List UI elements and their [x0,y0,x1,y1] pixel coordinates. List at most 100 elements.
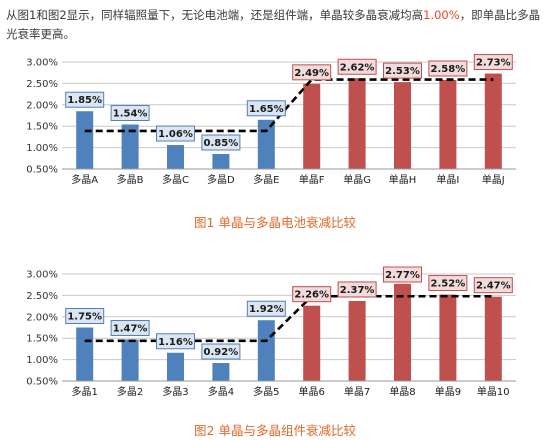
figure1-caption: 图1 单晶与多晶电池衰减比较 [194,215,356,230]
data-label: 1.85% [67,95,102,106]
x-tick-label: 多晶4 [208,385,234,398]
bar [76,111,94,169]
x-tick-label: 单晶10 [477,386,510,398]
data-label-box [292,64,332,81]
x-tick-label: 单晶8 [389,386,415,398]
bar [212,154,230,169]
y-tick-label: 2.00% [26,312,58,323]
bar [212,363,230,381]
x-tick-label: 多晶3 [162,385,188,398]
y-tick-label: 1.00% [26,143,58,154]
intro-text-after: ，即单晶比多晶光衰率更高。 [6,8,541,41]
x-tick-label: 单晶7 [344,386,370,398]
data-label: 1.06% [158,129,193,140]
bar [167,145,184,169]
y-tick-label: 2.00% [26,100,58,111]
x-tick-label: 单晶6 [299,386,325,398]
data-label-box [337,281,377,298]
y-tick-label: 3.00% [26,270,58,281]
intro-text-before: 从图1和图2显示，同样辐照量下，无论电池端，还是组件端，单晶较多晶衰减均高 [6,8,424,22]
data-label: 2.77% [385,270,420,281]
x-tick-label: 多晶5 [253,385,279,398]
y-tick-label: 3.00% [26,58,58,69]
bar [257,320,275,381]
data-label: 0.92% [204,347,239,358]
y-tick-label: 1.50% [26,334,58,345]
x-tick-label: 多晶C [162,173,189,186]
data-label: 2.49% [294,68,329,79]
bar [121,339,139,381]
x-tick-label: 多晶D [207,173,235,186]
data-label-box [201,134,241,151]
bar [167,352,184,381]
x-tick-label: 单晶J [482,174,505,186]
x-tick-label: 多晶E [253,173,279,186]
bar [303,305,321,381]
y-tick-label: 1.00% [26,355,58,366]
data-label-box [65,308,105,324]
data-label: 2.37% [340,285,375,296]
data-label-box [246,100,286,117]
bar [348,300,366,381]
data-label: 1.16% [158,337,193,348]
data-label-box [428,60,468,77]
bar [394,283,411,381]
data-label: 2.58% [431,64,466,75]
cell-attenuation-chart-svg: 0.50% 1.00% 1.50% 2.00% 2.50% 3.00% 多晶A 多晶B 多晶C 多… [26,54,516,186]
x-tick-label: 多晶A [71,173,98,186]
x-tick-label: 单晶H [389,174,417,186]
data-label-box [110,319,150,336]
data-label: 2.53% [385,66,420,77]
data-label: 2.73% [476,58,511,69]
data-label-box [428,275,468,292]
figure2-caption: 图2 单晶与多晶组件衰减比较 [194,423,356,438]
x-tick-label: 单晶I [436,174,459,186]
cell-attenuation-chart: 0.50% 1.00% 1.50% 2.00% 2.50% 3.00% 多晶A 多晶B 多晶C 多… [4,52,542,207]
y-tick-label: 2.50% [26,79,58,90]
data-label-box [65,91,105,108]
data-label: 0.85% [204,138,239,149]
bar [76,327,94,381]
intro-paragraph: 从图1和图2显示，同样辐照量下，无论电池端，还是组件端，单晶较多晶衰减均高1.0… [6,6,544,44]
bar [394,82,411,169]
x-tick-label: 单晶9 [435,386,461,398]
data-label: 1.54% [113,108,148,119]
module-attenuation-chart-svg: 0.50% 1.00% 1.50% 2.00% 2.50% 3.00% 多晶1 多晶2 多晶3 多… [26,266,516,398]
bar [121,124,139,169]
data-label: 1.65% [249,104,284,115]
data-label: 1.75% [67,312,102,323]
x-tick-label: 单晶G [343,174,371,186]
data-label-box [383,62,422,79]
data-label-box [246,300,286,317]
data-label: 2.26% [294,290,329,301]
y-tick-label: 0.50% [26,377,58,388]
y-tick-label: 1.50% [26,122,58,133]
data-label-box [473,54,513,71]
bar [484,73,502,169]
x-tick-label: 多晶2 [117,385,143,398]
data-label-box [292,286,332,303]
data-label-box [156,125,195,142]
bar [257,119,275,169]
data-label-box [383,266,422,283]
bar [439,79,457,169]
bar [439,294,457,381]
data-label: 1.47% [113,323,148,334]
intro-highlight: 1.00% [423,8,460,22]
y-tick-label: 0.50% [26,165,58,176]
data-label: 2.47% [476,281,511,292]
data-label: 2.62% [340,62,375,73]
bar [484,296,502,381]
y-tick-label: 2.50% [26,291,58,302]
data-label-box [156,333,195,350]
data-label: 1.92% [249,304,284,315]
bar [303,83,321,169]
data-label: 2.52% [431,279,466,290]
data-label-box [201,343,241,360]
x-tick-label: 多晶B [117,173,144,186]
data-label-box [337,58,377,75]
module-attenuation-chart: 0.50% 1.00% 1.50% 2.00% 2.50% 3.00% 多晶1 多晶2 多晶3 多… [4,266,542,416]
data-label-box [473,277,513,294]
x-tick-label: 单晶F [299,174,325,186]
x-tick-label: 多晶1 [72,385,98,398]
